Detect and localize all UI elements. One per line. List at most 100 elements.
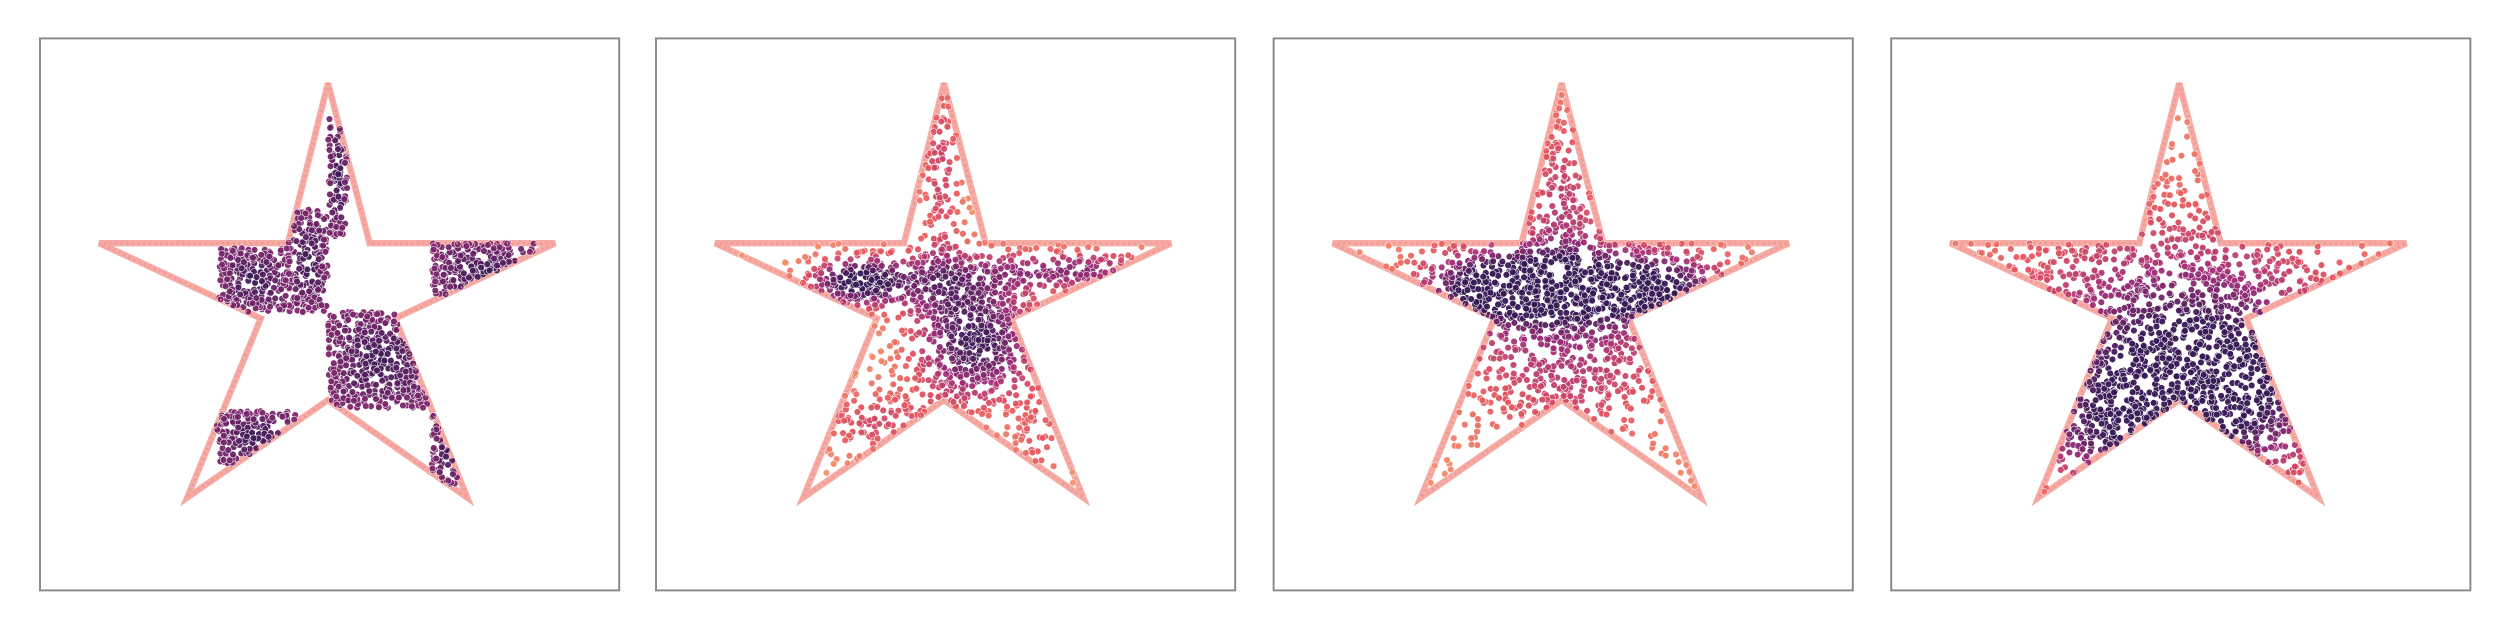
point	[1442, 279, 1450, 287]
point	[326, 190, 334, 199]
point	[220, 438, 228, 447]
point	[1626, 354, 1634, 363]
point	[1543, 290, 1551, 298]
point	[444, 476, 452, 485]
point	[372, 395, 380, 403]
point	[984, 411, 993, 420]
point	[1560, 127, 1568, 135]
point	[927, 397, 935, 406]
point	[308, 226, 316, 234]
point	[1461, 420, 1469, 429]
point	[1569, 184, 1577, 192]
point	[259, 270, 267, 279]
point	[1561, 156, 1569, 165]
point	[922, 194, 931, 202]
point	[941, 233, 949, 241]
point	[1565, 269, 1573, 278]
point	[414, 391, 422, 400]
point	[974, 374, 982, 382]
point	[1007, 256, 1015, 264]
point	[1124, 251, 1132, 260]
point	[2090, 266, 2099, 275]
point	[2247, 364, 2255, 372]
point	[305, 287, 313, 296]
point	[2110, 348, 2119, 356]
point	[1597, 384, 1606, 392]
point	[825, 445, 833, 453]
point	[1001, 284, 1010, 292]
point	[908, 412, 916, 420]
point	[1664, 244, 1672, 252]
point	[431, 286, 440, 295]
point	[1019, 277, 1028, 285]
point	[1455, 259, 1464, 267]
point	[873, 403, 881, 411]
point	[1004, 245, 1012, 254]
point	[948, 324, 957, 332]
point	[1419, 259, 1427, 268]
point	[380, 356, 389, 365]
point	[2174, 114, 2182, 122]
point	[936, 361, 944, 369]
point	[794, 257, 803, 265]
point	[887, 248, 895, 256]
point	[1537, 306, 1545, 314]
point	[2208, 315, 2216, 323]
point	[226, 456, 234, 464]
point	[1478, 255, 1486, 263]
point	[393, 379, 402, 387]
point	[1410, 259, 1419, 267]
point	[845, 452, 854, 460]
point	[1403, 257, 1411, 266]
point	[1628, 429, 1636, 438]
point	[1512, 284, 1520, 292]
point	[444, 243, 453, 251]
point	[1491, 278, 1499, 287]
point	[985, 399, 993, 407]
point	[1724, 250, 1732, 258]
point	[1535, 360, 1543, 369]
point	[293, 294, 301, 302]
point	[949, 398, 958, 406]
panel	[655, 37, 1237, 592]
point	[1560, 199, 1568, 208]
point	[1560, 119, 1568, 127]
point	[1075, 257, 1084, 266]
point	[918, 268, 926, 276]
point	[1607, 340, 1615, 348]
point	[946, 208, 954, 216]
point	[901, 392, 910, 400]
point	[870, 415, 879, 423]
point	[324, 136, 332, 144]
point	[430, 444, 438, 452]
point	[301, 209, 310, 218]
point	[1551, 173, 1559, 181]
point	[995, 257, 1004, 265]
point	[1454, 442, 1463, 450]
point	[1691, 277, 1699, 285]
point	[926, 391, 935, 399]
point	[1024, 270, 1032, 278]
point	[1073, 246, 1082, 254]
point	[226, 287, 234, 296]
point	[855, 419, 864, 427]
point	[980, 404, 988, 412]
point	[1488, 339, 1496, 347]
point	[236, 290, 244, 299]
point	[1583, 209, 1591, 217]
point	[2174, 235, 2182, 244]
point	[258, 277, 266, 285]
point	[1084, 243, 1092, 251]
point	[1519, 340, 1527, 349]
point	[959, 385, 967, 393]
point	[1598, 323, 1606, 332]
point	[945, 244, 954, 252]
point	[1039, 434, 1047, 442]
point	[1581, 268, 1589, 277]
point	[1559, 164, 1568, 172]
point	[1510, 369, 1518, 378]
point	[943, 252, 951, 260]
point	[880, 311, 888, 319]
point	[338, 224, 346, 232]
point	[1566, 245, 1574, 254]
